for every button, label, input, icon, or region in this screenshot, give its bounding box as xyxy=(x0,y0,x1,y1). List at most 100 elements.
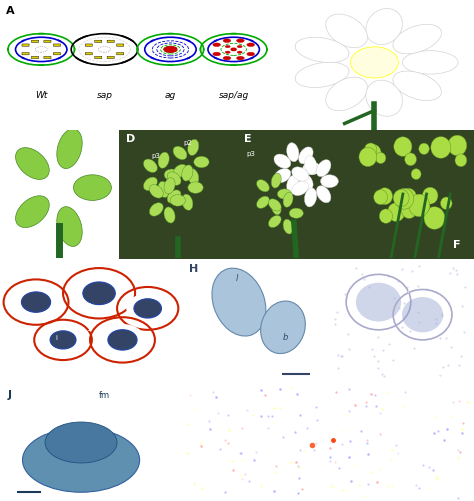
Ellipse shape xyxy=(158,152,169,168)
Text: i: i xyxy=(56,335,58,341)
Ellipse shape xyxy=(317,160,331,177)
Ellipse shape xyxy=(292,181,309,195)
Circle shape xyxy=(375,152,386,164)
FancyBboxPatch shape xyxy=(85,44,92,46)
Ellipse shape xyxy=(271,200,281,215)
Circle shape xyxy=(393,189,409,206)
FancyBboxPatch shape xyxy=(31,40,38,43)
Circle shape xyxy=(419,201,430,214)
Text: F: F xyxy=(453,240,460,250)
Ellipse shape xyxy=(164,178,175,194)
Ellipse shape xyxy=(182,194,193,210)
Ellipse shape xyxy=(173,146,187,160)
Text: fm: fm xyxy=(99,391,110,400)
Ellipse shape xyxy=(274,168,291,183)
Text: 1: 1 xyxy=(86,326,91,332)
Ellipse shape xyxy=(271,173,281,188)
Text: ag: ag xyxy=(165,91,176,100)
FancyBboxPatch shape xyxy=(107,40,114,43)
Circle shape xyxy=(99,47,110,52)
Circle shape xyxy=(237,46,242,48)
Ellipse shape xyxy=(256,196,269,208)
Ellipse shape xyxy=(167,172,181,185)
Circle shape xyxy=(83,282,115,305)
Ellipse shape xyxy=(393,24,441,54)
Ellipse shape xyxy=(299,173,313,190)
Text: B: B xyxy=(287,7,295,17)
Circle shape xyxy=(213,52,220,56)
Circle shape xyxy=(126,294,169,323)
Ellipse shape xyxy=(23,428,140,492)
Circle shape xyxy=(35,47,47,52)
Ellipse shape xyxy=(45,422,117,463)
Ellipse shape xyxy=(158,181,169,197)
Ellipse shape xyxy=(366,9,402,45)
Ellipse shape xyxy=(144,177,157,190)
Circle shape xyxy=(365,144,381,162)
Ellipse shape xyxy=(188,139,199,155)
Ellipse shape xyxy=(304,155,317,174)
Circle shape xyxy=(237,51,242,54)
Ellipse shape xyxy=(277,189,292,199)
Circle shape xyxy=(50,331,76,349)
Circle shape xyxy=(419,143,429,154)
Ellipse shape xyxy=(287,175,299,194)
Ellipse shape xyxy=(317,186,331,203)
Ellipse shape xyxy=(274,154,291,168)
Circle shape xyxy=(409,194,429,217)
Ellipse shape xyxy=(167,190,181,203)
FancyBboxPatch shape xyxy=(31,56,38,59)
FancyBboxPatch shape xyxy=(117,53,124,55)
Circle shape xyxy=(377,188,392,205)
Circle shape xyxy=(440,197,452,209)
Ellipse shape xyxy=(212,268,266,336)
FancyBboxPatch shape xyxy=(107,56,114,59)
Circle shape xyxy=(356,283,401,322)
Ellipse shape xyxy=(320,175,338,187)
Text: p3: p3 xyxy=(246,151,255,157)
Text: G: G xyxy=(7,265,16,275)
Text: J: J xyxy=(7,390,11,400)
FancyBboxPatch shape xyxy=(22,53,29,55)
Circle shape xyxy=(422,187,438,204)
Circle shape xyxy=(351,47,398,78)
Ellipse shape xyxy=(16,148,49,179)
Ellipse shape xyxy=(303,162,320,175)
Ellipse shape xyxy=(57,129,82,168)
Circle shape xyxy=(43,326,83,354)
Circle shape xyxy=(223,39,231,43)
Ellipse shape xyxy=(188,182,203,193)
Ellipse shape xyxy=(366,80,402,116)
Text: Wt: Wt xyxy=(35,91,47,100)
Circle shape xyxy=(455,154,467,167)
Ellipse shape xyxy=(299,147,313,164)
Circle shape xyxy=(431,137,451,158)
Circle shape xyxy=(359,147,377,167)
Ellipse shape xyxy=(268,199,281,211)
Text: K: K xyxy=(192,390,201,400)
Circle shape xyxy=(424,207,445,229)
Circle shape xyxy=(374,190,387,204)
Circle shape xyxy=(401,202,417,218)
Ellipse shape xyxy=(304,188,317,207)
Circle shape xyxy=(365,143,377,156)
Circle shape xyxy=(100,324,145,356)
Ellipse shape xyxy=(164,207,175,223)
Circle shape xyxy=(405,153,417,166)
Text: p3: p3 xyxy=(152,153,161,159)
Text: l: l xyxy=(236,274,238,283)
Ellipse shape xyxy=(57,207,82,246)
Text: E: E xyxy=(244,134,252,144)
Ellipse shape xyxy=(182,165,193,181)
Text: b: b xyxy=(283,333,288,342)
Ellipse shape xyxy=(268,215,281,227)
FancyBboxPatch shape xyxy=(117,44,124,46)
Ellipse shape xyxy=(289,208,303,218)
Ellipse shape xyxy=(164,169,180,180)
Circle shape xyxy=(394,137,412,156)
Ellipse shape xyxy=(194,156,209,168)
Circle shape xyxy=(164,46,177,53)
Text: D: D xyxy=(126,134,135,144)
Text: I: I xyxy=(336,265,340,275)
FancyBboxPatch shape xyxy=(22,44,29,46)
